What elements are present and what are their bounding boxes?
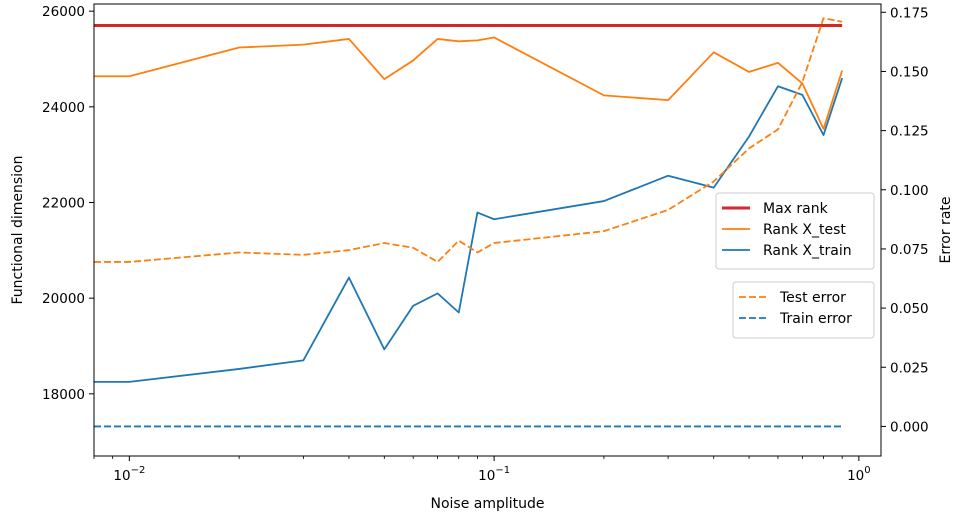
series-line-rank-x-train (94, 77, 844, 383)
legend-2: Test error Train error (732, 281, 875, 339)
y-left-tick-label: 26000 (42, 4, 85, 20)
y-right-tick-label: 0.025 (890, 360, 929, 376)
y-right-tick-label: 0.150 (890, 64, 929, 80)
y-right-axis-label: Error rate (938, 196, 954, 263)
axes-frame (93, 3, 882, 457)
x-axis-label: Noise amplitude (430, 496, 544, 512)
y-right-tick-label: 0.050 (890, 301, 929, 317)
y-left-tick-label: 18000 (42, 387, 85, 403)
y-right-tick-label: 0.000 (890, 419, 929, 435)
y-right-tick-label: 0.100 (890, 183, 929, 199)
x-tick-label: 10−1 (478, 465, 510, 484)
legend-layer: Max rank Rank X_test Rank X_train Test erro… (715, 192, 875, 339)
series-line-test-error (94, 17, 843, 263)
series-line-rank-x-test (94, 36, 844, 130)
series-layer (94, 17, 844, 428)
legend-label: Rank X_train (763, 243, 852, 259)
y-left-tick-label: 24000 (42, 100, 85, 116)
y-left-axis-label: Functional dimension (10, 156, 26, 305)
y-right-tick-label: 0.075 (890, 242, 929, 258)
legend-frame (732, 281, 875, 339)
y-left-tick-label: 20000 (42, 291, 85, 307)
legend-label: Train error (779, 311, 852, 327)
x-tick-label: 10−2 (113, 465, 145, 484)
legend-label: Rank X_test (763, 222, 846, 238)
y-right-tick-label: 0.175 (890, 5, 929, 21)
x-tick-label: 100 (847, 465, 871, 484)
axes-layer: 10−2 10−1 100 18000 20000 22000 24000 26000 0.00… (10, 3, 954, 512)
legend-label: Max rank (763, 201, 829, 217)
legend-label: Test error (779, 290, 846, 306)
legend-1: Max rank Rank X_test Rank X_train (715, 192, 875, 270)
y-right-tick-label: 0.125 (890, 124, 929, 140)
legend-frame (715, 192, 875, 270)
y-left-tick-label: 22000 (42, 195, 85, 211)
